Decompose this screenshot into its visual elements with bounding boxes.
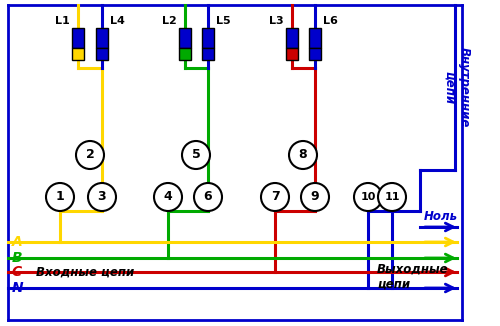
Text: 1: 1	[56, 190, 64, 203]
Circle shape	[88, 183, 116, 211]
Text: Внутренние
цепи: Внутренние цепи	[443, 47, 471, 128]
Text: L3: L3	[270, 16, 284, 26]
Text: 8: 8	[298, 149, 308, 161]
Bar	[179, 28, 191, 48]
Text: N: N	[12, 281, 24, 295]
Circle shape	[301, 183, 329, 211]
Text: 9: 9	[310, 190, 320, 203]
Bar	[179, 48, 191, 60]
Text: L6: L6	[323, 16, 338, 26]
Bar	[202, 28, 214, 48]
Text: A: A	[12, 235, 23, 249]
Circle shape	[261, 183, 289, 211]
Text: C: C	[12, 265, 22, 279]
Text: 2: 2	[86, 149, 94, 161]
Bar	[286, 48, 298, 60]
Bar	[309, 28, 321, 48]
Text: L5: L5	[216, 16, 230, 26]
Circle shape	[182, 141, 210, 169]
Circle shape	[154, 183, 182, 211]
Text: L4: L4	[110, 16, 125, 26]
Circle shape	[194, 183, 222, 211]
Text: B: B	[12, 251, 22, 265]
Text: 3: 3	[98, 190, 106, 203]
Circle shape	[378, 183, 406, 211]
Text: Ноль: Ноль	[424, 210, 458, 223]
Text: 6: 6	[204, 190, 212, 203]
Bar	[72, 28, 84, 48]
Text: L2: L2	[162, 16, 177, 26]
Bar	[96, 48, 108, 60]
Text: Выходные
цепи: Выходные цепи	[377, 263, 448, 291]
Circle shape	[289, 141, 317, 169]
Bar	[72, 48, 84, 60]
Text: 7: 7	[270, 190, 280, 203]
Text: L1: L1	[55, 16, 70, 26]
Circle shape	[46, 183, 74, 211]
Circle shape	[354, 183, 382, 211]
Text: 10: 10	[360, 192, 376, 202]
Circle shape	[76, 141, 104, 169]
Text: 11: 11	[384, 192, 400, 202]
Text: Входные цепи: Входные цепи	[36, 265, 134, 278]
Bar	[202, 48, 214, 60]
Text: 4: 4	[164, 190, 172, 203]
Text: 5: 5	[192, 149, 200, 161]
Bar	[96, 28, 108, 48]
Bar	[286, 28, 298, 48]
Bar	[309, 48, 321, 60]
